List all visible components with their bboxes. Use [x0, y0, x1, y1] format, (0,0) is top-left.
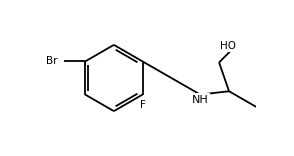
Text: HO: HO	[220, 41, 236, 51]
Text: F: F	[140, 100, 146, 110]
Text: Br: Br	[46, 56, 57, 66]
Text: NH: NH	[192, 95, 208, 105]
